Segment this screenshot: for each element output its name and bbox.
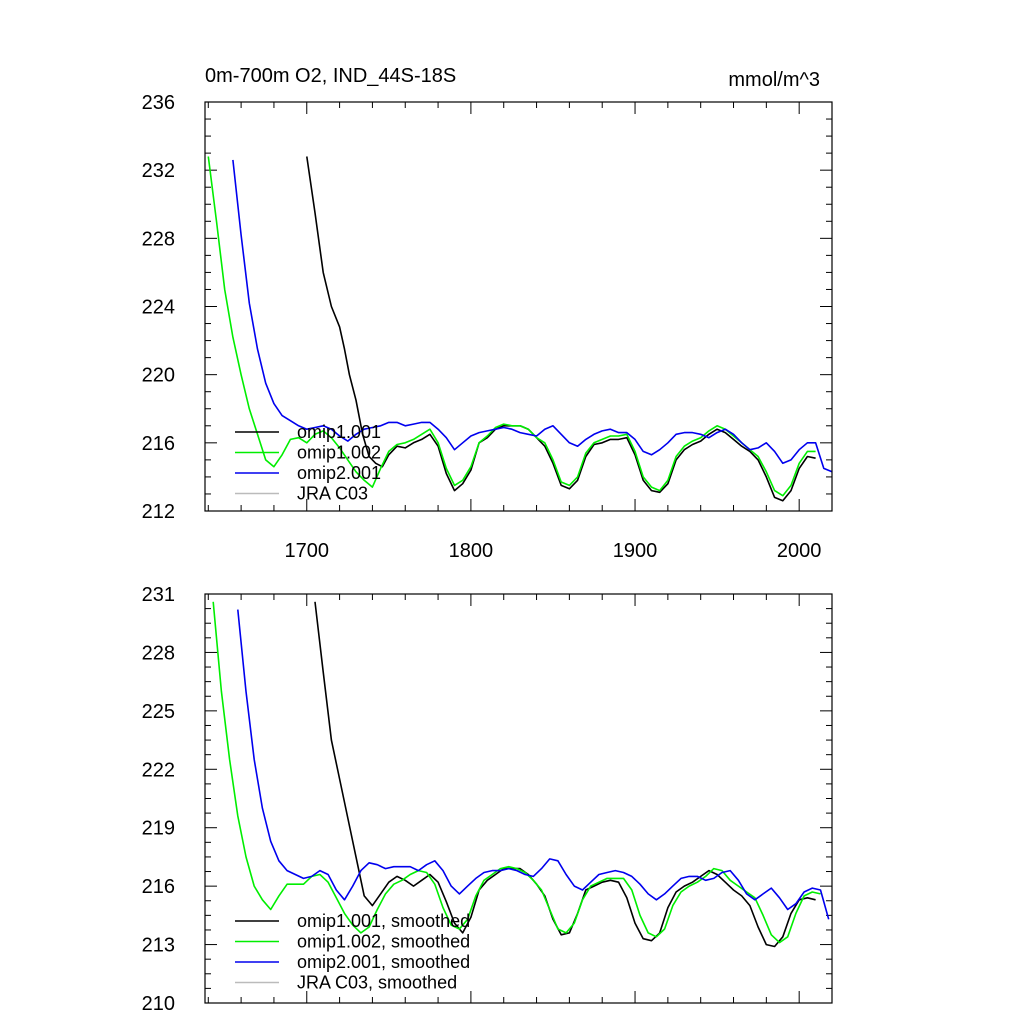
bottom-series-1-line (212, 601, 821, 944)
bottom-ytick-label: 216 (142, 876, 175, 898)
bottom-ytick-label: 222 (142, 759, 175, 781)
bottom-ytick-label: 213 (142, 935, 175, 957)
bottom-series-0-line (314, 601, 816, 948)
top-ytick-label: 232 (142, 160, 175, 182)
top-legend-label: JRA C03 (297, 484, 368, 504)
top-xtick-label: 2000 (777, 540, 822, 562)
bottom-panel-ticks: 210 213 216 219 222 225 228 231 (142, 584, 833, 1015)
bottom-series-2-line (237, 609, 830, 920)
top-series-0-line (306, 156, 816, 502)
top-panel: 0m-700m O2, IND_44S-18S mmol/m^3 2122162… (142, 65, 833, 562)
top-legend-label: omip1.001 (297, 422, 381, 442)
top-panel-frame (204, 101, 833, 512)
top-ytick-label: 224 (142, 297, 175, 319)
bottom-panel-lines (212, 601, 830, 948)
bottom-ytick-label: 225 (142, 701, 175, 723)
top-ytick-label: 228 (142, 228, 175, 250)
bottom-ytick-label: 228 (142, 642, 175, 664)
top-panel-lines (207, 156, 833, 502)
bottom-legend-label: omip2.001, smoothed (297, 952, 470, 972)
bottom-legend-label: JRA C03, smoothed (297, 973, 457, 993)
bottom-legend-label: omip1.001, smoothed (297, 911, 470, 931)
top-series-1-line (207, 156, 816, 497)
top-legend-label: omip2.001 (297, 463, 381, 483)
bottom-ytick-label: 231 (142, 584, 175, 606)
top-ytick-label: 216 (142, 433, 175, 455)
top-ytick-label: 220 (142, 365, 175, 387)
top-ytick-label: 236 (142, 92, 175, 114)
top-xtick-label: 1800 (449, 540, 494, 562)
bottom-legend-label: omip1.002, smoothed (297, 932, 470, 952)
bottom-ytick-label: 219 (142, 818, 175, 840)
top-xtick-label: 1700 (285, 540, 330, 562)
top-panel-title: 0m-700m O2, IND_44S-18S (205, 65, 456, 87)
top-panel-ticks: 212 216 220 224 228 232 236 1700 1800 1900 2000 (142, 92, 833, 562)
top-legend-label: omip1.002 (297, 443, 381, 463)
bottom-panel: 210 213 216 219 222 225 228 231 omip1.001, smoo… (142, 584, 833, 1015)
bottom-panel-frame (204, 593, 833, 1004)
top-xtick-label: 1900 (613, 540, 658, 562)
top-panel-units: mmol/m^3 (728, 69, 820, 91)
bottom-ytick-label: 210 (142, 993, 175, 1015)
top-ytick-label: 212 (142, 501, 175, 523)
top-series-2-line (232, 159, 833, 473)
